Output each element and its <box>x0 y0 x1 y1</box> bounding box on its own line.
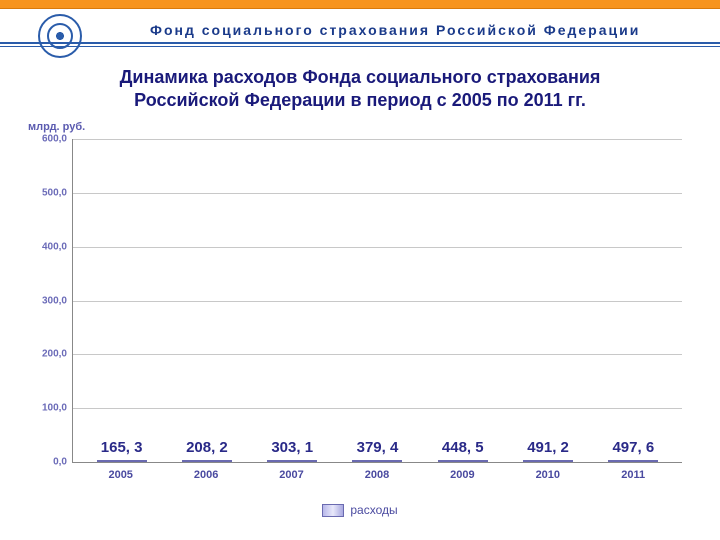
x-tick: 2007 <box>262 469 322 481</box>
x-tick: 2011 <box>603 469 663 481</box>
gridline <box>73 354 682 355</box>
title-line-1: Динамика расходов Фонда социального стра… <box>120 67 601 87</box>
bar-value-label: 491, 2 <box>527 439 569 456</box>
bar-slot: 491, 2 <box>518 460 578 462</box>
bar <box>97 460 147 462</box>
bar-value-label: 303, 1 <box>271 439 313 456</box>
bar-value-label: 208, 2 <box>186 439 228 456</box>
gridline <box>73 193 682 194</box>
bar-slot: 208, 2 <box>177 460 237 462</box>
y-tick: 600,0 <box>42 134 73 145</box>
x-tick: 2010 <box>518 469 578 481</box>
chart-area: млрд. руб. 165, 3 208, 2 303, 1 379, 4 448, … <box>28 121 692 521</box>
bar-value-label: 497, 6 <box>612 439 654 456</box>
y-axis-label: млрд. руб. <box>28 121 85 133</box>
bar-value-label: 448, 5 <box>442 439 484 456</box>
gridline <box>73 247 682 248</box>
bar-slot: 379, 4 <box>347 460 407 462</box>
bar <box>438 460 488 462</box>
bar-slot: 303, 1 <box>262 460 322 462</box>
y-tick: 400,0 <box>42 241 73 252</box>
bar-value-label: 165, 3 <box>101 439 143 456</box>
bar <box>267 460 317 462</box>
bar <box>523 460 573 462</box>
divider <box>0 42 720 44</box>
bar <box>352 460 402 462</box>
x-axis: 2005 2006 2007 2008 2009 2010 2011 <box>72 469 682 481</box>
bar <box>608 460 658 462</box>
bar-slot: 165, 3 <box>92 460 152 462</box>
gridline <box>73 408 682 409</box>
bar-value-label: 379, 4 <box>357 439 399 456</box>
legend-swatch <box>322 504 344 517</box>
accent-bar <box>0 0 720 9</box>
gridline <box>73 301 682 302</box>
y-tick: 500,0 <box>42 187 73 198</box>
bar-slot: 497, 6 <box>603 460 663 462</box>
legend-label: расходы <box>350 503 397 517</box>
header: Фонд социального страхования Российской … <box>0 0 720 50</box>
bar <box>182 460 232 462</box>
logo-icon <box>38 14 82 58</box>
gridline <box>73 139 682 140</box>
y-tick: 200,0 <box>42 349 73 360</box>
x-tick: 2006 <box>176 469 236 481</box>
y-tick: 300,0 <box>42 295 73 306</box>
divider-thin <box>0 46 720 47</box>
plot-region: 165, 3 208, 2 303, 1 379, 4 448, 5 491, 2 497,… <box>72 139 682 463</box>
org-name: Фонд социального страхования Российской … <box>150 22 640 38</box>
title-line-2: Российской Федерации в период с 2005 по … <box>134 90 586 110</box>
x-tick: 2008 <box>347 469 407 481</box>
y-tick: 0,0 <box>53 457 73 468</box>
y-tick: 100,0 <box>42 403 73 414</box>
chart-title: Динамика расходов Фонда социального стра… <box>40 66 680 111</box>
x-tick: 2009 <box>432 469 492 481</box>
x-tick: 2005 <box>91 469 151 481</box>
bar-slot: 448, 5 <box>433 460 493 462</box>
legend: расходы <box>28 503 692 517</box>
